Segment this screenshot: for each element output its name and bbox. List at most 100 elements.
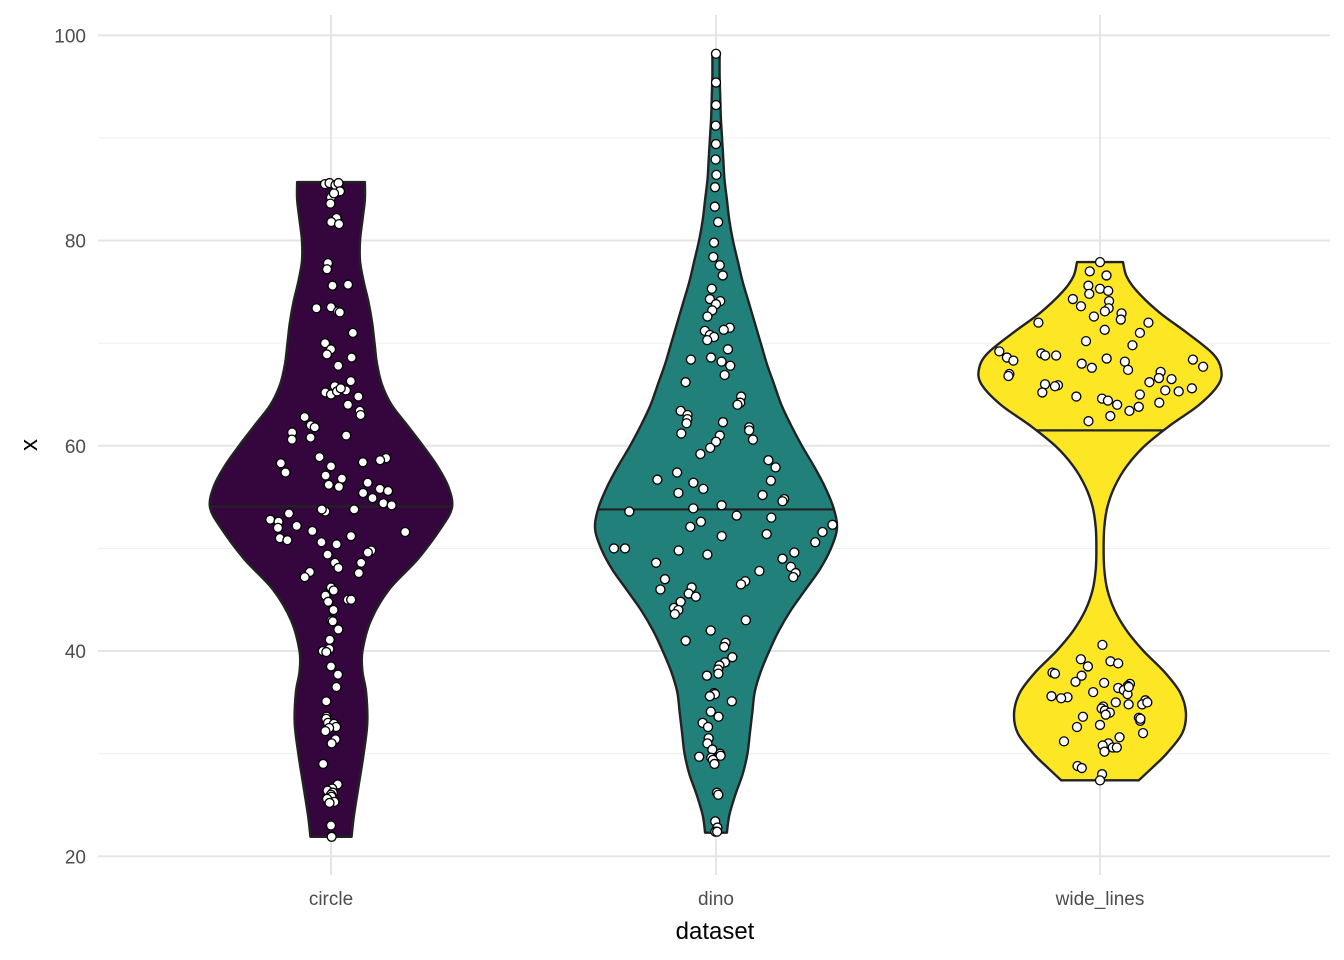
data-point	[283, 508, 295, 519]
data-point	[282, 535, 293, 546]
data-point	[608, 543, 620, 554]
data-point	[1166, 373, 1177, 385]
data-point	[1099, 746, 1110, 757]
data-point	[1088, 686, 1099, 698]
y-tick-label: 100	[54, 26, 86, 47]
data-point	[333, 562, 344, 574]
data-point	[710, 120, 721, 131]
data-point	[1076, 762, 1087, 774]
data-point	[374, 455, 386, 466]
data-point	[673, 545, 684, 556]
data-point	[777, 496, 788, 507]
data-point	[695, 448, 706, 460]
data-point	[1075, 301, 1087, 312]
data-point	[307, 525, 318, 537]
data-point	[333, 218, 345, 230]
data-point	[680, 377, 691, 388]
data-point	[650, 557, 662, 568]
data-point	[1083, 416, 1094, 427]
data-point	[685, 354, 697, 365]
data-point	[681, 418, 692, 429]
data-point	[709, 758, 720, 770]
data-point	[713, 711, 724, 722]
y-tick-label: 60	[65, 437, 86, 458]
data-point	[744, 425, 755, 436]
data-point	[680, 635, 691, 646]
data-point	[1113, 658, 1124, 669]
x-tick-label: dino	[698, 889, 734, 910]
data-point	[788, 572, 799, 583]
data-point	[717, 270, 728, 281]
data-point	[1088, 311, 1100, 322]
data-point	[321, 349, 333, 360]
data-point	[789, 547, 800, 558]
tick-labels: 20 40 60 80 100 circle dino wide_lines	[54, 26, 1144, 910]
data-point	[1076, 670, 1087, 681]
data-point	[1094, 775, 1106, 786]
data-point	[706, 283, 717, 294]
violin-circle	[208, 180, 454, 838]
data-point	[1080, 335, 1092, 347]
data-point	[1187, 354, 1199, 365]
data-point	[327, 616, 338, 627]
data-point	[316, 537, 327, 548]
data-point	[761, 528, 772, 540]
data-point	[669, 608, 680, 620]
data-point	[353, 567, 364, 579]
data-point	[817, 526, 828, 538]
data-point	[331, 539, 342, 550]
data-point	[1070, 676, 1081, 687]
data-point	[353, 391, 364, 402]
data-point	[718, 324, 729, 335]
data-point	[327, 280, 338, 291]
y-axis-title: x	[16, 439, 43, 451]
data-point	[1084, 288, 1095, 300]
data-point	[317, 758, 329, 770]
data-point	[827, 519, 838, 530]
data-point	[309, 422, 320, 433]
data-point	[702, 549, 713, 560]
data-point	[1101, 270, 1112, 281]
data-point	[326, 831, 337, 842]
data-point	[328, 604, 339, 616]
data-point	[705, 442, 716, 454]
data-point	[702, 311, 713, 322]
data-point	[655, 584, 666, 595]
x-tick-label: wide_lines	[1055, 889, 1145, 910]
data-point	[345, 375, 356, 387]
data-point	[314, 451, 325, 463]
data-point	[335, 383, 346, 394]
data-point	[1094, 283, 1106, 294]
data-point	[624, 506, 635, 517]
data-point	[328, 585, 339, 596]
data-point	[716, 356, 727, 367]
data-point	[378, 498, 389, 509]
data-point	[1050, 350, 1062, 361]
data-point	[349, 504, 360, 515]
data-point	[1049, 668, 1061, 679]
data-point	[754, 565, 765, 577]
data-point	[342, 279, 354, 290]
data-point	[382, 485, 394, 497]
data-point	[725, 360, 736, 371]
data-point	[713, 789, 724, 800]
data-point	[332, 669, 344, 680]
data-point	[716, 500, 727, 511]
data-point	[1115, 314, 1126, 325]
data-point	[362, 477, 373, 488]
data-point	[346, 352, 357, 363]
jittered-points	[265, 48, 1209, 842]
data-point	[1110, 697, 1121, 708]
data-point	[710, 138, 722, 150]
data-point	[1153, 372, 1165, 384]
data-point	[1135, 713, 1146, 724]
data-point	[333, 624, 344, 635]
data-point	[717, 417, 729, 428]
data-point	[710, 99, 722, 111]
data-point	[701, 670, 713, 681]
data-point	[342, 399, 354, 410]
data-point	[695, 516, 707, 527]
data-point	[777, 553, 788, 564]
data-point	[747, 434, 759, 445]
